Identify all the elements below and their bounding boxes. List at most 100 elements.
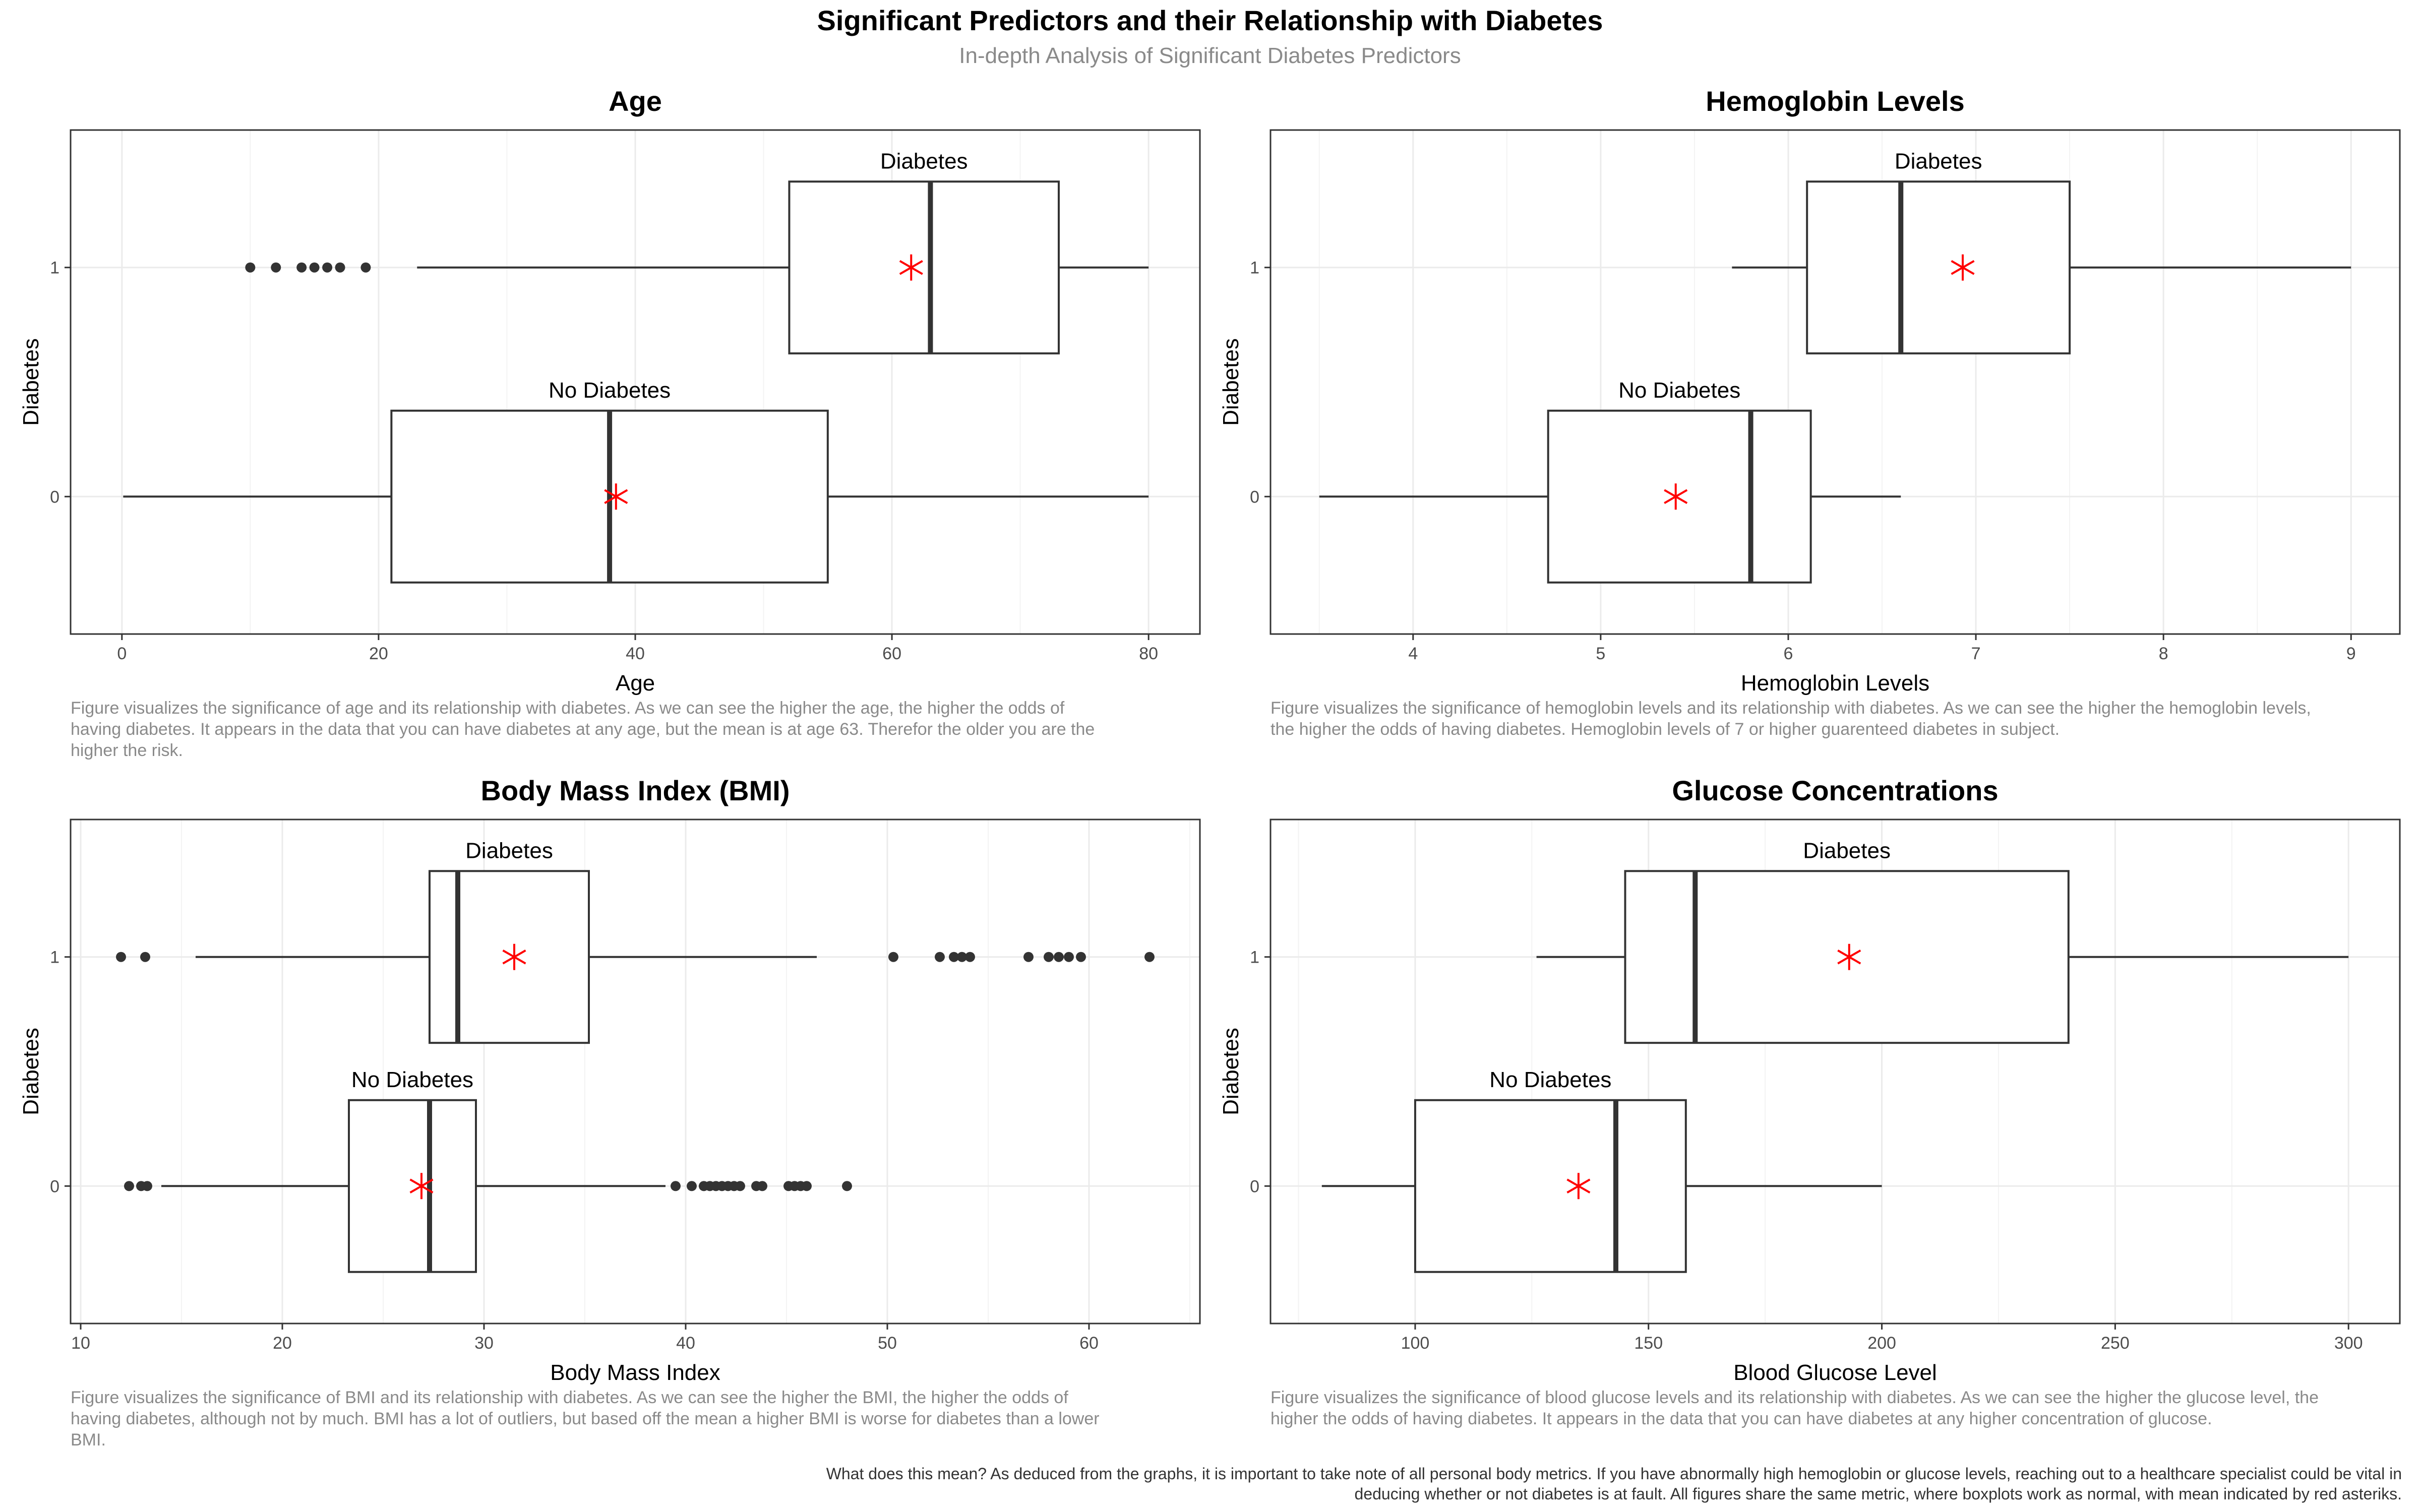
panel-3-group-1-box: [429, 870, 590, 1044]
panel-4-plot-border: [1269, 818, 2401, 1325]
caption-age: Figure visualizes the significance of ag…: [71, 699, 1095, 760]
panel-3-group-1-label: Diabetes: [465, 838, 553, 863]
caption-glucose: Figure visualizes the significance of bl…: [1270, 1388, 2319, 1428]
panel-3-group-1-outlier-0: [116, 952, 126, 962]
panel-4-group-0-box: [1414, 1099, 1687, 1273]
panel-4-x-tick-label-3: 250: [2101, 1334, 2130, 1353]
panel-3-plot-background: [71, 820, 1200, 1324]
panel-3-group-1-outlier-6: [965, 952, 975, 962]
panel-3-group-1-outlier-3: [935, 952, 945, 962]
panel-1-group-1-outlier-6: [360, 262, 371, 273]
panel-3-group-0-outlier-2: [142, 1181, 152, 1191]
panel-4-group-0-label: No Diabetes: [1489, 1067, 1611, 1092]
panel-1-group-1-outlier-2: [296, 262, 307, 273]
panel-1-group-0-label: No Diabetes: [549, 378, 671, 403]
panel-3-group-0-outlier-17: [802, 1181, 812, 1191]
panel-2-group-1-box: [1806, 180, 2071, 355]
panel-3-x-tick-label-3: 40: [676, 1334, 695, 1353]
panel-4-group-1-mean-marker: [1837, 943, 1861, 970]
panel-4-x-tick-label-0: 100: [1401, 1334, 1430, 1353]
panel-3-plot-border: [70, 818, 1201, 1325]
panel-3-x-tick-label-0: 10: [71, 1334, 90, 1353]
panel-1-x-tick-label-1: 20: [369, 644, 388, 663]
panel-1-x-tick-label-3: 60: [882, 644, 901, 663]
main-title: Significant Predictors and their Relatio…: [817, 5, 1603, 36]
panel-1-group-1-mean-marker: [899, 254, 923, 281]
panel-1-group-1-box: [788, 180, 1060, 355]
panel-2-group-0-mean-marker: [1664, 483, 1688, 510]
panel-3-group-1-outlier-10: [1064, 952, 1074, 962]
panel-4-y-tick-label-0: 0: [1250, 1177, 1259, 1196]
panel-3-group-1-outlier-4: [949, 952, 959, 962]
panel-1-group-0-mean-marker: [604, 483, 628, 510]
panel-4-y-axis-label: Diabetes: [1219, 1028, 1243, 1115]
panel-3-group-1-outlier-7: [1023, 952, 1034, 962]
panel-4-x-tick-label-4: 300: [2334, 1334, 2363, 1353]
panel-1-x-tick-label-4: 80: [1139, 644, 1158, 663]
panel-2-x-tick-label-4: 8: [2159, 644, 2168, 663]
panel-3-x-tick-label-2: 30: [474, 1334, 494, 1353]
panel-3-group-0-outlier-11: [735, 1181, 745, 1191]
panel-2-x-axis-label: Hemoglobin Levels: [1741, 671, 1929, 696]
panel-3-group-1-outlier-5: [957, 952, 967, 962]
panel-title-glucose: Glucose Concentrations: [1672, 775, 1999, 806]
panel-1-x-tick-label-0: 0: [117, 644, 127, 663]
caption-bmi: Figure visualizes the significance of BM…: [71, 1388, 1100, 1450]
panel-3-x-tick-label-5: 60: [1079, 1334, 1099, 1353]
panel-1-y-tick-label-0: 0: [50, 487, 59, 507]
panel-1-x-tick-label-2: 40: [626, 644, 645, 663]
panel-1-plot-border: [70, 129, 1201, 635]
panel-3-group-0-outlier-13: [757, 1181, 767, 1191]
panel-2-y-tick-label-0: 0: [1250, 487, 1259, 507]
main-subtitle: In-depth Analysis of Significant Diabete…: [959, 43, 1461, 68]
panel-2-x-tick-label-2: 6: [1784, 644, 1793, 663]
panel-3-group-1-outlier-1: [140, 952, 150, 962]
panel-3-group-1-outlier-12: [1144, 952, 1155, 962]
panel-4-group-1-box: [1624, 870, 2070, 1044]
panel-3-group-0-outlier-18: [842, 1181, 852, 1191]
panel-1-group-1-outlier-5: [335, 262, 345, 273]
panel-3-group-1-outlier-11: [1076, 952, 1086, 962]
panel-2-x-tick-label-0: 4: [1408, 644, 1418, 663]
panel-3-group-1-outlier-9: [1054, 952, 1064, 962]
panel-2-x-tick-label-5: 9: [2346, 644, 2356, 663]
panel-3-x-tick-label-1: 20: [273, 1334, 292, 1353]
panel-1-y-axis-label: Diabetes: [19, 338, 43, 426]
panel-3-group-1-mean-marker: [502, 943, 526, 970]
panel-3-group-1-outlier-2: [888, 952, 898, 962]
panel-3-x-axis-label: Body Mass Index: [550, 1360, 720, 1385]
panel-2-plot-border: [1269, 129, 2401, 635]
caption-hemoglobin: Figure visualizes the significance of he…: [1270, 699, 2311, 739]
footnote: What does this mean? As deduced from the…: [826, 1465, 2402, 1503]
panel-3-group-0-outlier-4: [687, 1181, 697, 1191]
panel-title-bmi: Body Mass Index (BMI): [480, 775, 790, 806]
panel-4-group-0-mean-marker: [1566, 1173, 1591, 1200]
panel-2-group-0-label: No Diabetes: [1618, 378, 1740, 403]
panel-3-group-1-outlier-8: [1044, 952, 1054, 962]
panel-3-group-0-box: [348, 1099, 477, 1273]
panel-4-y-tick-label-1: 1: [1250, 948, 1259, 967]
panel-3-y-tick-label-1: 1: [50, 948, 59, 967]
panel-1-x-axis-label: Age: [616, 671, 655, 696]
panel-3-group-0-outlier-0: [124, 1181, 134, 1191]
panel-title-age: Age: [609, 85, 662, 117]
panel-4-x-tick-label-1: 150: [1634, 1334, 1663, 1353]
panel-3-group-0-label: No Diabetes: [351, 1067, 473, 1092]
panel-2-group-1-mean-marker: [1951, 254, 1975, 281]
panel-2-x-tick-label-3: 7: [1971, 644, 1981, 663]
panel-1-group-1-outlier-1: [271, 262, 281, 273]
panel-4-x-axis-label: Blood Glucose Level: [1733, 1360, 1937, 1385]
panel-1-group-1-outlier-0: [245, 262, 256, 273]
panel-1-y-tick-label-1: 1: [50, 259, 59, 278]
panel-3-y-tick-label-0: 0: [50, 1177, 59, 1196]
panel-2-x-tick-label-1: 5: [1596, 644, 1605, 663]
panel-2-y-axis-label: Diabetes: [1219, 338, 1243, 426]
panel-2-y-tick-label-1: 1: [1250, 259, 1259, 278]
panel-4-group-1-label: Diabetes: [1803, 838, 1891, 863]
panel-1-group-1-outlier-3: [309, 262, 320, 273]
panel-2-group-1-label: Diabetes: [1895, 149, 1982, 173]
panel-3-x-tick-label-4: 50: [878, 1334, 897, 1353]
panel-1-group-1-label: Diabetes: [880, 149, 968, 173]
